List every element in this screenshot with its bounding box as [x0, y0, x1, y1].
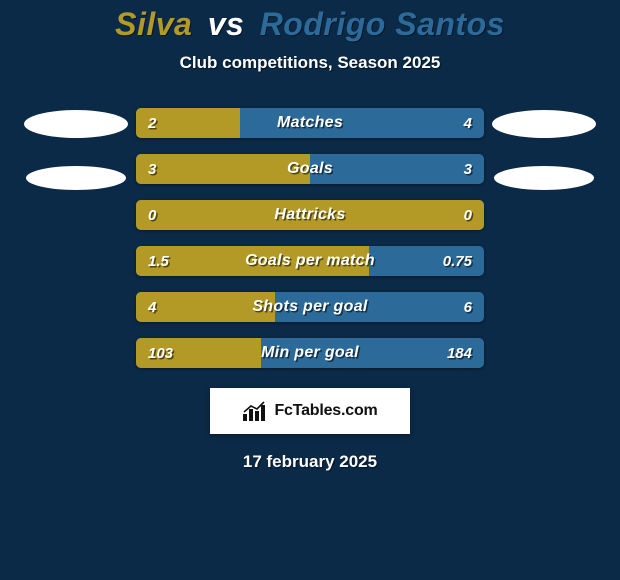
stat-right-value: 184	[447, 338, 472, 368]
player1-avatar-2	[26, 166, 126, 190]
stat-row: 103Min per goal184	[136, 338, 484, 368]
avatar-col-left	[16, 108, 136, 190]
player2-name: Rodrigo Santos	[260, 6, 505, 42]
stat-right-value: 3	[464, 154, 472, 184]
stat-label: Goals	[136, 154, 484, 184]
player2-avatar-2	[494, 166, 594, 190]
logo-text: FcTables.com	[274, 402, 377, 420]
stat-label: Min per goal	[136, 338, 484, 368]
stat-right-value: 0	[464, 200, 472, 230]
stat-label: Hattricks	[136, 200, 484, 230]
stat-label: Matches	[136, 108, 484, 138]
stat-label: Goals per match	[136, 246, 484, 276]
compare-section: 2Matches4 3Goals3 0Hattricks0 1.5Goals per …	[0, 108, 620, 368]
chart-icon	[242, 400, 268, 422]
stat-right-value: 0.75	[443, 246, 472, 276]
stat-bars: 2Matches4 3Goals3 0Hattricks0 1.5Goals per …	[136, 108, 484, 368]
stat-row: 3Goals3	[136, 154, 484, 184]
subtitle: Club competitions, Season 2025	[180, 53, 441, 73]
player1-name: Silva	[115, 6, 192, 42]
stat-right-value: 6	[464, 292, 472, 322]
logo-box: FcTables.com	[210, 388, 410, 434]
player2-avatar-1	[492, 110, 596, 138]
stat-right-value: 4	[464, 108, 472, 138]
stat-row: 4Shots per goal6	[136, 292, 484, 322]
stat-row: 1.5Goals per match0.75	[136, 246, 484, 276]
stat-row: 2Matches4	[136, 108, 484, 138]
vs-text: vs	[208, 6, 245, 42]
comparison-card: Silva vs Rodrigo Santos Club competition…	[0, 0, 620, 580]
stat-label: Shots per goal	[136, 292, 484, 322]
player1-avatar-1	[24, 110, 128, 138]
stat-row: 0Hattricks0	[136, 200, 484, 230]
avatar-col-right	[484, 108, 604, 190]
date-text: 17 february 2025	[243, 452, 377, 472]
page-title: Silva vs Rodrigo Santos	[115, 6, 505, 43]
